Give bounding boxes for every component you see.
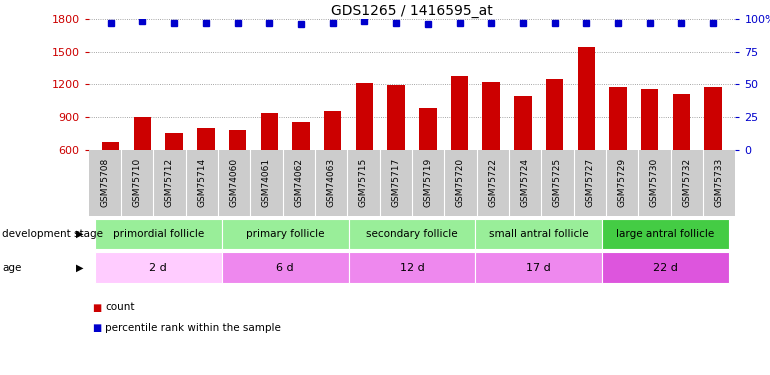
- Text: primary follicle: primary follicle: [246, 229, 324, 239]
- Bar: [387, 85, 405, 216]
- Bar: [705, 87, 722, 216]
- Bar: [324, 111, 341, 216]
- Text: secondary follicle: secondary follicle: [367, 229, 457, 239]
- Text: 12 d: 12 d: [400, 263, 424, 273]
- Text: GSM74062: GSM74062: [294, 158, 303, 207]
- Text: GSM75720: GSM75720: [456, 158, 465, 207]
- Text: GSM75725: GSM75725: [553, 158, 562, 207]
- Text: 2 d: 2 d: [149, 263, 167, 273]
- Bar: [197, 128, 215, 216]
- Bar: [450, 76, 468, 216]
- Bar: [260, 113, 278, 216]
- Text: GSM75733: GSM75733: [715, 158, 724, 207]
- Text: GSM75710: GSM75710: [132, 158, 142, 207]
- Bar: [356, 83, 373, 216]
- Text: GSM75719: GSM75719: [424, 158, 433, 207]
- Bar: [641, 89, 658, 216]
- Bar: [578, 47, 595, 216]
- Text: GSM75708: GSM75708: [100, 158, 109, 207]
- Text: GSM75714: GSM75714: [197, 158, 206, 207]
- Text: ■: ■: [92, 323, 102, 333]
- Text: GSM75730: GSM75730: [650, 158, 659, 207]
- Title: GDS1265 / 1416595_at: GDS1265 / 1416595_at: [331, 4, 493, 18]
- Text: ■: ■: [92, 303, 102, 312]
- Bar: [483, 82, 500, 216]
- Text: GSM74063: GSM74063: [326, 158, 336, 207]
- Text: ▶: ▶: [75, 263, 83, 273]
- Text: 6 d: 6 d: [276, 263, 294, 273]
- Bar: [419, 108, 437, 216]
- Bar: [546, 79, 564, 216]
- Bar: [134, 117, 151, 216]
- Bar: [229, 130, 246, 216]
- Text: GSM75722: GSM75722: [488, 158, 497, 207]
- Text: count: count: [105, 303, 135, 312]
- Bar: [293, 122, 310, 216]
- Text: primordial follicle: primordial follicle: [112, 229, 204, 239]
- Text: 17 d: 17 d: [527, 263, 551, 273]
- Text: GSM74060: GSM74060: [229, 158, 239, 207]
- Text: GSM75729: GSM75729: [618, 158, 627, 207]
- Text: GSM75717: GSM75717: [391, 158, 400, 207]
- Text: development stage: development stage: [2, 229, 103, 239]
- Text: 22 d: 22 d: [653, 263, 678, 273]
- Text: large antral follicle: large antral follicle: [617, 229, 715, 239]
- Bar: [166, 132, 183, 216]
- Text: percentile rank within the sample: percentile rank within the sample: [105, 323, 281, 333]
- Bar: [609, 87, 627, 216]
- Text: GSM74061: GSM74061: [262, 158, 271, 207]
- Bar: [102, 142, 119, 216]
- Text: GSM75712: GSM75712: [165, 158, 174, 207]
- Text: GSM75732: GSM75732: [682, 158, 691, 207]
- Text: small antral follicle: small antral follicle: [489, 229, 588, 239]
- Bar: [514, 96, 531, 216]
- Text: GSM75727: GSM75727: [585, 158, 594, 207]
- Text: ▶: ▶: [75, 229, 83, 239]
- Bar: [673, 94, 690, 216]
- Text: age: age: [2, 263, 22, 273]
- Text: GSM75724: GSM75724: [521, 158, 530, 207]
- Text: GSM75715: GSM75715: [359, 158, 368, 207]
